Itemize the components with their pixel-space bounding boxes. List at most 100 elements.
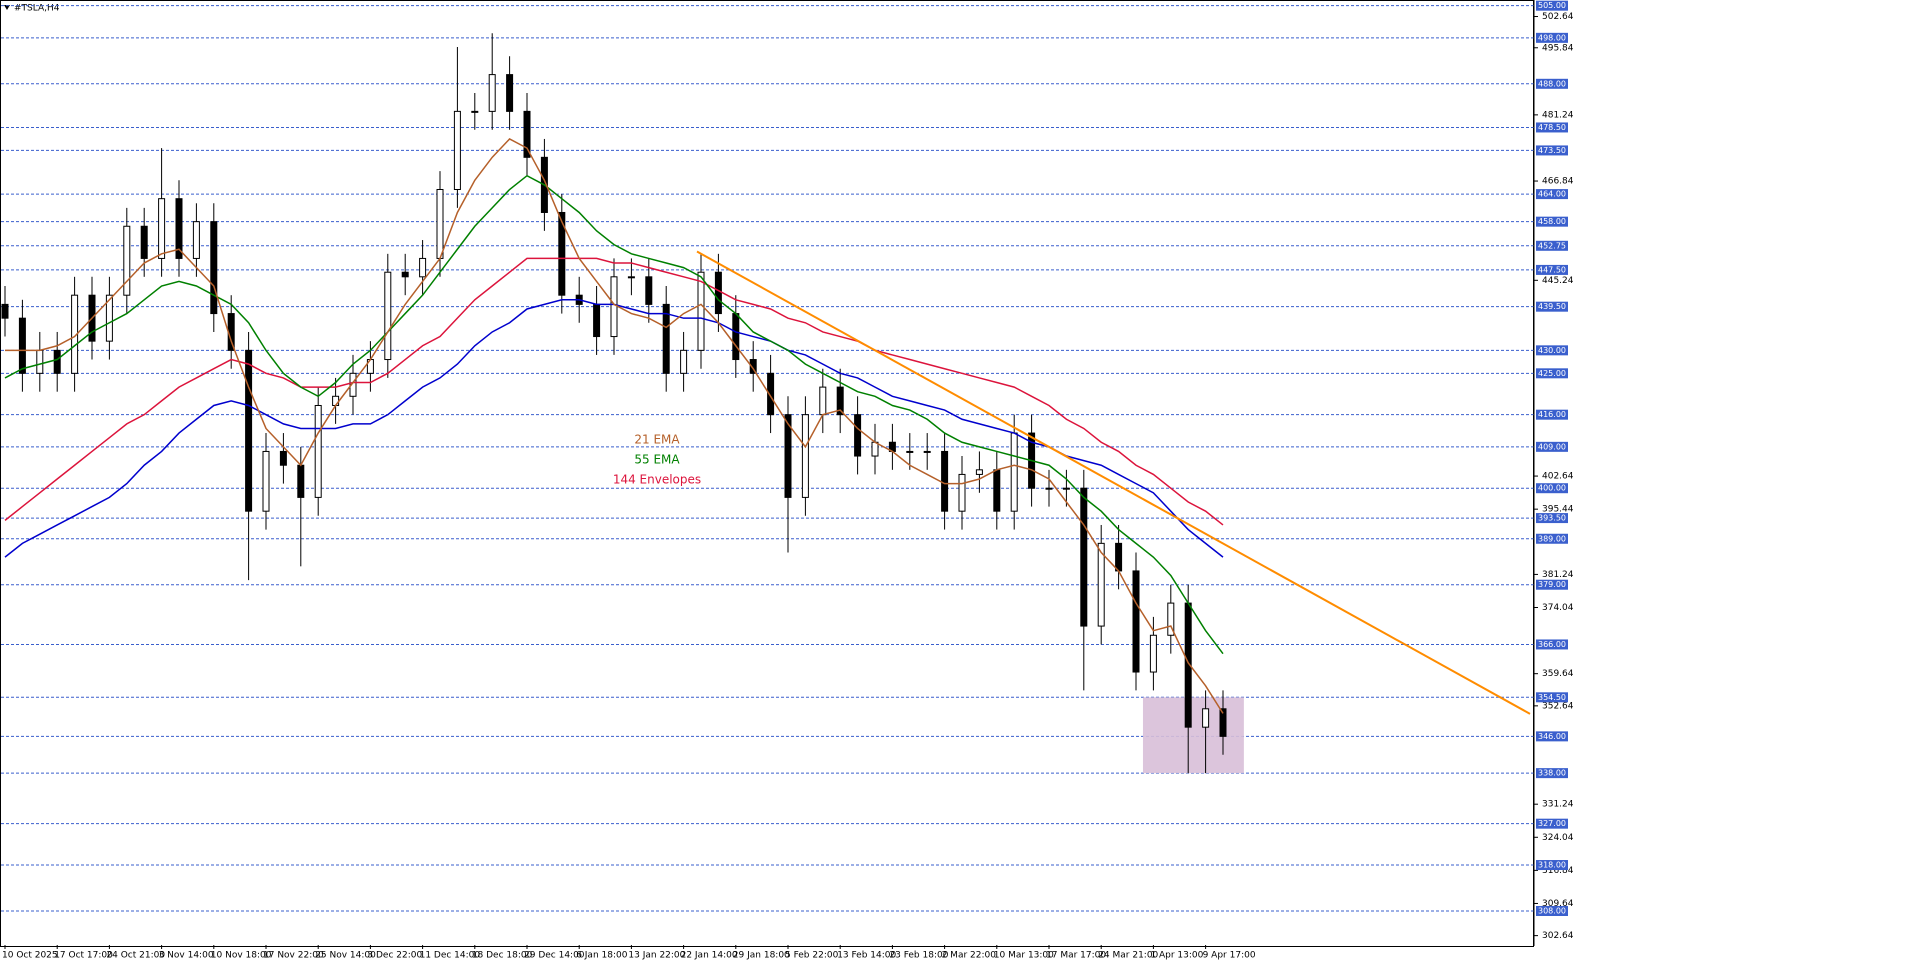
candle-body [210,221,218,315]
level-label: 473.50 [1538,146,1566,155]
candle-body [732,313,740,361]
candle-body [1010,432,1018,512]
candle-body [1149,634,1157,673]
candle-body [488,74,496,112]
candle-body [262,450,270,512]
candle-body [1167,602,1175,636]
candle-body [784,414,792,498]
x-tick-label: 25 Nov 14:00 [315,951,376,961]
level-label-box [1536,368,1568,379]
level-label: 308.00 [1538,906,1566,915]
candle-body [1080,487,1088,627]
menu-arrow [4,5,10,10]
level-label: 478.50 [1538,123,1566,132]
candle-body [192,221,200,259]
level-label: 452.75 [1538,241,1566,250]
legend-entry: 144 Envelopes [613,473,701,487]
level-label-box [1536,513,1568,524]
x-tick-label: 22 Jan 14:00 [681,951,738,961]
level-label-box [1536,145,1568,156]
x-tick-label: 10 Nov 18:00 [211,951,272,961]
x-tick-label: 13 Jan 22:00 [628,951,685,961]
candle-body [471,110,479,113]
candle-body [18,317,26,374]
x-tick-label: 17 Nov 22:00 [263,951,324,961]
level-label: 416.00 [1538,410,1566,419]
candle-body [558,211,566,296]
level-label: 346.00 [1538,732,1566,741]
level-label: 505.00 [1538,1,1566,10]
candle-body [1097,542,1105,627]
level-label-box [1536,860,1568,871]
y-tick-label: 502.64 [1542,12,1574,22]
candle-body [993,469,1001,512]
level-label: 366.00 [1538,640,1566,649]
candle-body [349,372,357,397]
candle-body [680,349,688,374]
y-tick-label: 324.04 [1542,833,1574,843]
x-tick-label: 5 Feb 22:00 [785,951,839,961]
candle-body [314,404,322,498]
candle-body [158,198,166,259]
x-tick-label: 9 Apr 17:00 [1203,951,1256,961]
candle-body [767,372,775,416]
candle-body [332,395,340,406]
candle-body [436,188,444,259]
level-label-box [1536,639,1568,650]
candle-body [1,303,9,319]
x-tick-label: 10 Oct 2025 [2,951,58,961]
candle-body [297,464,305,498]
candle-body [140,225,148,259]
candle-body [36,349,44,374]
level-label-box [1536,264,1568,275]
candle-body [697,271,705,351]
candle-body [871,441,879,457]
level-label-box [1536,818,1568,829]
level-label: 430.00 [1538,346,1566,355]
candle-body [836,386,844,416]
candle-body [610,276,618,338]
candle-body [175,198,183,259]
candle-body [506,74,514,112]
level-label-box [1536,483,1568,494]
y-tick-label: 466.84 [1542,177,1574,187]
level-label-box [1536,216,1568,227]
candle-body [245,349,253,512]
x-tick-label: 3 Dec 22:00 [367,951,422,961]
candle-body [1219,708,1227,737]
level-label-box [1536,301,1568,312]
candle-body [523,110,531,158]
x-tick-label: 24 Mar 21:00 [1098,951,1158,961]
level-label: 354.50 [1538,693,1566,702]
candle-body [1132,570,1140,673]
x-tick-label: 3 Nov 14:00 [159,951,214,961]
trendline [696,250,1531,715]
level-label-box [1536,345,1568,356]
y-tick-label: 352.64 [1542,701,1574,711]
candle-body [941,450,949,512]
candle-body [958,473,966,512]
candle-body [401,271,409,278]
candle-body [593,303,601,338]
legend-entry: 21 EMA [634,433,680,447]
level-label: 498.00 [1538,33,1566,42]
level-label-box [1536,441,1568,452]
x-tick-label: 6 Jan 18:00 [576,951,628,961]
level-label: 464.00 [1538,190,1566,199]
y-tick-label: 395.44 [1542,505,1574,515]
candle-body [627,276,635,279]
x-tick-label: 2 Mar 22:00 [942,951,997,961]
level-label: 379.00 [1538,580,1566,589]
x-tick-label: 29 Jan 18:00 [733,951,790,961]
level-label: 327.00 [1538,819,1566,828]
level-label-box [1536,692,1568,703]
candle-body [801,414,809,498]
level-label: 439.50 [1538,302,1566,311]
level-label-box [1536,905,1568,916]
x-tick-label: 10 Mar 13:00 [994,951,1054,961]
candle-body [105,294,113,342]
level-label-box [1536,731,1568,742]
level-label: 393.50 [1538,514,1566,523]
candle-body [53,349,61,374]
